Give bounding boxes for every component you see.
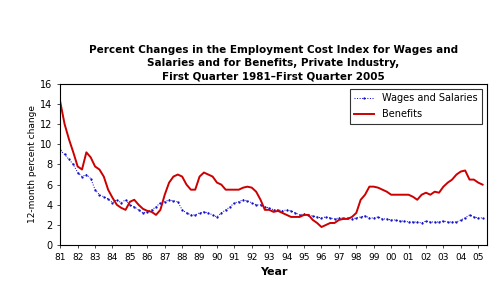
Legend: Wages and Salaries, Benefits: Wages and Salaries, Benefits [349,89,481,124]
Title: Percent Changes in the Employment Cost Index for Wages and
Salaries and for Bene: Percent Changes in the Employment Cost I… [89,45,457,82]
Benefits [57,100,63,104]
Wages and Salaries [322,215,328,219]
Y-axis label: 12-month percent change: 12-month percent change [29,106,38,223]
Wages and Salaries [257,203,263,207]
Benefits [327,221,333,225]
Wages and Salaries [478,216,484,220]
Wages and Salaries [92,188,98,191]
Benefits [318,225,324,229]
Benefits [83,151,89,154]
Benefits [92,165,98,168]
Benefits [383,190,389,193]
Wages and Salaries [83,173,89,176]
Benefits [478,183,484,187]
X-axis label: Year: Year [260,267,287,277]
Wages and Salaries [292,211,298,215]
Wages and Salaries [418,221,424,225]
Line: Wages and Salaries: Wages and Salaries [59,150,482,224]
Benefits [292,215,298,219]
Line: Benefits: Benefits [60,102,481,227]
Wages and Salaries [379,217,385,221]
Benefits [257,198,263,202]
Wages and Salaries [57,149,63,152]
